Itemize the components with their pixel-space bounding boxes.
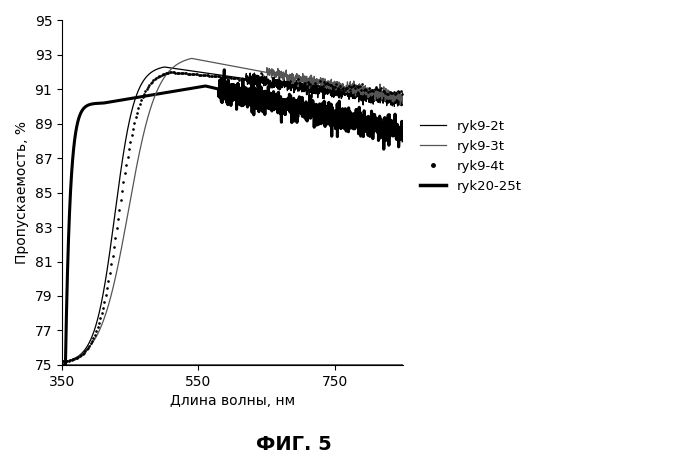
Y-axis label: Пропускаемость, %: Пропускаемость, % xyxy=(15,121,29,264)
X-axis label: Длина волны, нм: Длина волны, нм xyxy=(170,394,295,408)
Legend: ryk9-2t, ryk9-3t, ryk9-4t, ryk20-25t: ryk9-2t, ryk9-3t, ryk9-4t, ryk20-25t xyxy=(413,113,528,200)
Text: ФИГ. 5: ФИГ. 5 xyxy=(256,435,331,455)
